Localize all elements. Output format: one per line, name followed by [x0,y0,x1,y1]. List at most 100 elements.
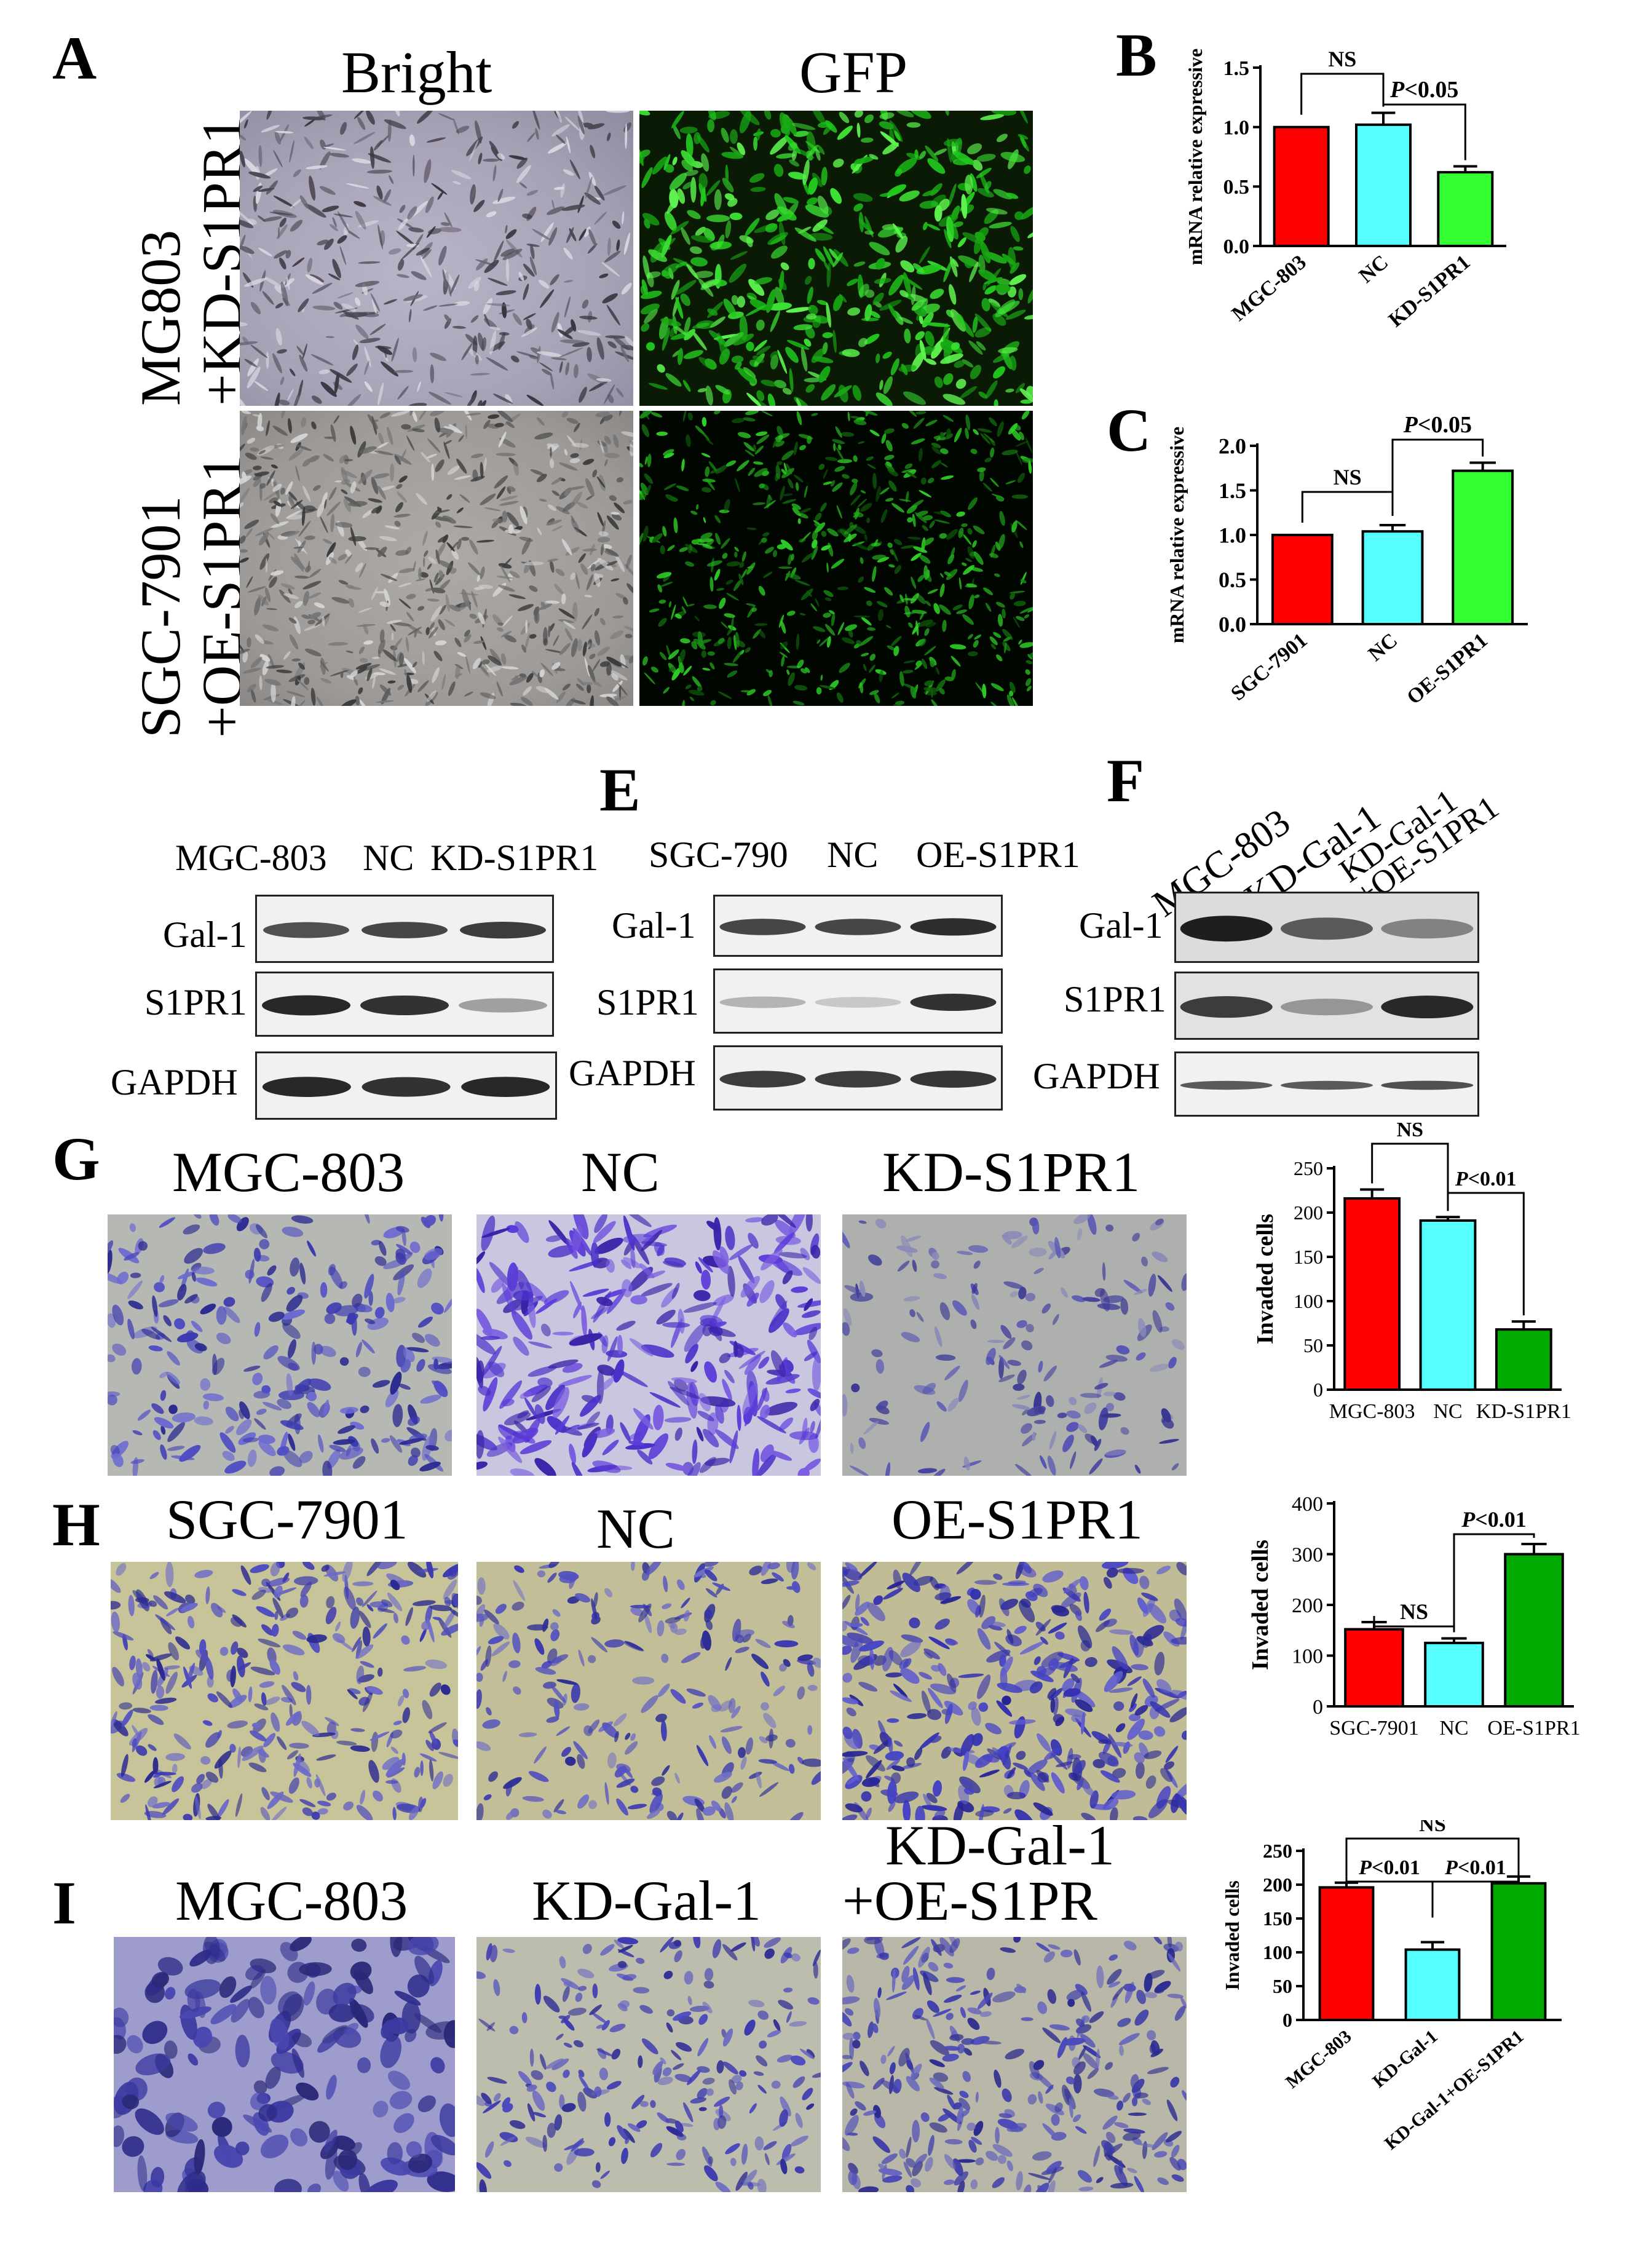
cell-mark [296,1759,310,1773]
cell-mark [300,1582,312,1598]
cell-mark [836,505,842,519]
cell-mark [322,616,325,627]
cell-mark [946,529,958,540]
cell-mark [434,418,440,433]
cell-mark [271,1623,279,1637]
cell-mark [636,2120,647,2129]
bright-cells-2 [240,411,633,706]
cell-mark [1006,2123,1027,2132]
cell-mark [606,663,612,676]
cell-mark [304,648,322,657]
cell-mark [821,167,828,186]
cell-mark [715,385,730,395]
cell-mark [286,277,290,290]
cell-mark [594,572,601,587]
cell-mark [927,588,938,595]
cell-mark [856,122,861,138]
cell-mark [948,570,954,574]
cell-mark [435,549,440,564]
blot-band [719,919,806,935]
cell-mark [1128,2112,1147,2116]
cell-mark [934,376,943,388]
cell-mark [774,287,785,306]
cell-mark [873,1595,883,1606]
cell-mark [885,461,892,467]
cell-mark [417,606,425,611]
cell-mark [574,422,580,432]
cell-mark [1175,1793,1187,1816]
cell-mark [577,638,583,651]
cell-mark [973,2121,984,2136]
cell-mark [693,1937,701,1949]
cell-mark [1001,1656,1013,1677]
cell-mark [582,1944,592,1954]
cell-mark [725,1225,735,1251]
cell-mark [341,489,348,494]
cell-mark [429,391,451,405]
cell-mark [1033,2060,1045,2070]
cell-mark [815,248,826,263]
cell-mark [1119,2045,1124,2056]
cell-mark [114,2035,127,2054]
cell-mark [151,2166,165,2188]
cell-mark [445,1430,452,1442]
cell-mark [280,487,285,495]
cell-mark [269,1466,285,1476]
cell-mark [805,204,829,218]
cell-mark [919,638,927,646]
cell-mark [515,675,519,683]
cell-mark [236,1419,252,1435]
cell-mark [245,528,253,537]
cell-mark [478,332,484,350]
cell-mark [1048,1622,1067,1634]
cell-mark [735,477,740,493]
cell-mark [664,1257,686,1267]
cell-mark [274,1585,283,1598]
cell-mark [461,343,473,360]
cell-mark [479,2179,487,2192]
cell-mark [1112,1768,1126,1779]
cell-mark [390,1746,398,1754]
cell-mark [498,585,515,592]
cell-mark [445,594,450,612]
cell-mark [986,1967,995,1981]
cell-mark [387,119,392,142]
cell-mark [368,1291,373,1306]
cell-mark [497,411,513,422]
cell-mark [793,130,809,137]
y-tick-label: 250 [1294,1157,1323,1179]
cell-mark [641,2038,658,2054]
cell-mark [425,1740,434,1751]
cell-mark [319,186,336,195]
cell-mark [427,563,432,570]
cell-mark [534,1746,547,1764]
cell-mark [112,1343,127,1356]
cell-mark [860,557,864,564]
cell-mark [498,1436,523,1463]
cell-mark [429,622,435,630]
cell-mark [996,1700,1013,1717]
cell-mark [683,1302,717,1313]
y-tick-label: 1.5 [1223,57,1250,80]
cell-mark [599,2067,608,2081]
cell-mark [393,513,411,518]
cell-mark [296,2082,319,2101]
cell-mark [782,1270,793,1285]
cell-mark [745,411,759,416]
cell-mark [660,1720,667,1741]
cell-mark [152,1802,170,1808]
cell-mark [877,556,890,563]
cell-mark [1117,2017,1131,2027]
cell-mark [296,346,304,355]
cell-mark [980,433,991,445]
cell-mark [1002,641,1011,651]
cell-mark [614,502,625,513]
cell-mark [457,538,462,550]
cell-mark [368,153,392,163]
cell-mark [1024,165,1031,174]
cell-mark [513,1686,521,1695]
cell-mark [649,1792,663,1814]
cell-mark [1049,1430,1057,1450]
cell-mark [570,572,576,580]
cell-mark [397,663,409,668]
